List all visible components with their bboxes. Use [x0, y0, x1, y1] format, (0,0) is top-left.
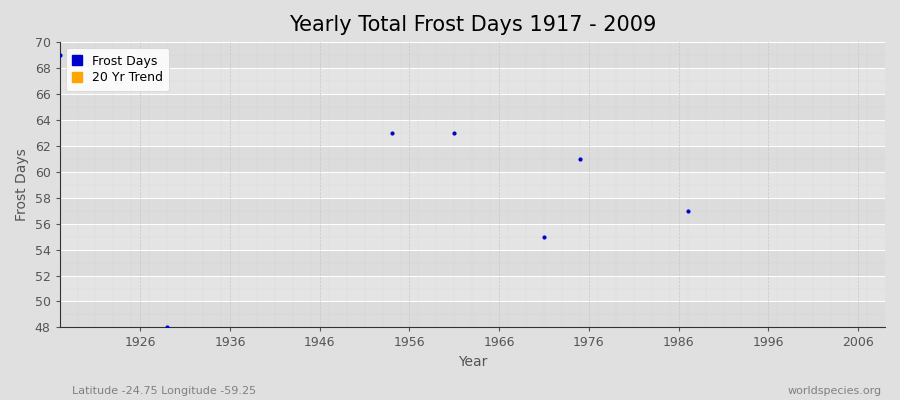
Point	[537, 234, 552, 240]
Bar	[59, 94, 885, 120]
Bar	[59, 120, 885, 146]
Bar	[59, 224, 885, 250]
Bar	[59, 172, 885, 198]
Title: Yearly Total Frost Days 1917 - 2009: Yearly Total Frost Days 1917 - 2009	[289, 15, 656, 35]
Point	[572, 156, 587, 162]
Bar	[59, 146, 885, 172]
Y-axis label: Frost Days: Frost Days	[15, 148, 29, 221]
Bar	[59, 250, 885, 276]
Bar	[59, 198, 885, 224]
Bar	[59, 276, 885, 302]
Bar	[59, 302, 885, 328]
Text: Latitude -24.75 Longitude -59.25: Latitude -24.75 Longitude -59.25	[72, 386, 256, 396]
Point	[52, 52, 67, 58]
X-axis label: Year: Year	[457, 355, 487, 369]
Bar	[59, 68, 885, 94]
Legend: Frost Days, 20 Yr Trend: Frost Days, 20 Yr Trend	[66, 48, 169, 91]
Bar	[59, 42, 885, 68]
Point	[384, 130, 399, 136]
Point	[680, 208, 695, 214]
Text: worldspecies.org: worldspecies.org	[788, 386, 882, 396]
Point	[160, 324, 175, 331]
Point	[447, 130, 462, 136]
